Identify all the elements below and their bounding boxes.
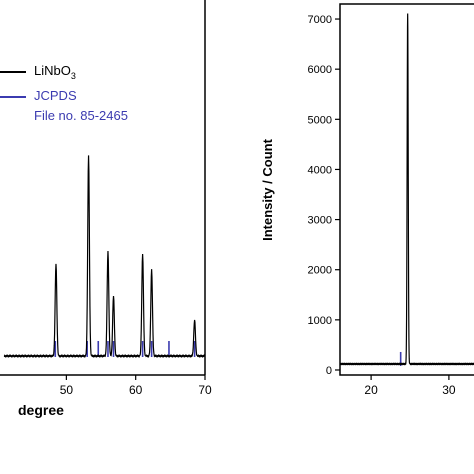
- left-x-tick-label: 70: [198, 383, 212, 397]
- jcpds-sticks: [54, 341, 196, 357]
- right-plot-frame: [339, 3, 474, 376]
- right-x-ticks: 20 30: [364, 375, 456, 397]
- legend-linbo3-label: LiNbO3: [34, 63, 76, 81]
- legend-jcpds-file-label: File no. 85-2465: [34, 108, 128, 123]
- right-y-tick-label: 3000: [308, 215, 332, 227]
- right-y-tick-label: 5000: [308, 114, 332, 126]
- left-x-ticks: 50 60 70: [60, 375, 212, 397]
- right-y-tick-label: 2000: [308, 265, 332, 277]
- right-x-tick-label: 30: [442, 383, 456, 397]
- right-y-ticks: 0 1000 2000 3000 4000 5000 6000 7000: [308, 14, 340, 377]
- right-y-tick-label: 0: [326, 365, 332, 377]
- left-x-tick-label: 50: [60, 383, 74, 397]
- xrd-intensity-trace: [339, 13, 474, 366]
- linbo3-trace: [3, 155, 206, 359]
- left-x-axis-label: degree: [18, 402, 64, 418]
- left-x-tick-label: 60: [129, 383, 143, 397]
- legend-jcpds-label: JCPDS: [34, 88, 77, 103]
- right-y-axis-label: Intensity / Count: [260, 138, 275, 241]
- right-y-tick-label: 4000: [308, 164, 332, 176]
- right-y-tick-label: 7000: [308, 14, 332, 26]
- left-chart-panel: 50 60 70 degree LiNbO3 JCPDS File no. 85-2…: [0, 0, 212, 418]
- right-x-tick-label: 20: [364, 383, 378, 397]
- right-y-tick-label: 6000: [308, 64, 332, 76]
- legend: LiNbO3 JCPDS File no. 85-2465: [0, 63, 128, 123]
- right-y-tick-label: 1000: [308, 315, 332, 327]
